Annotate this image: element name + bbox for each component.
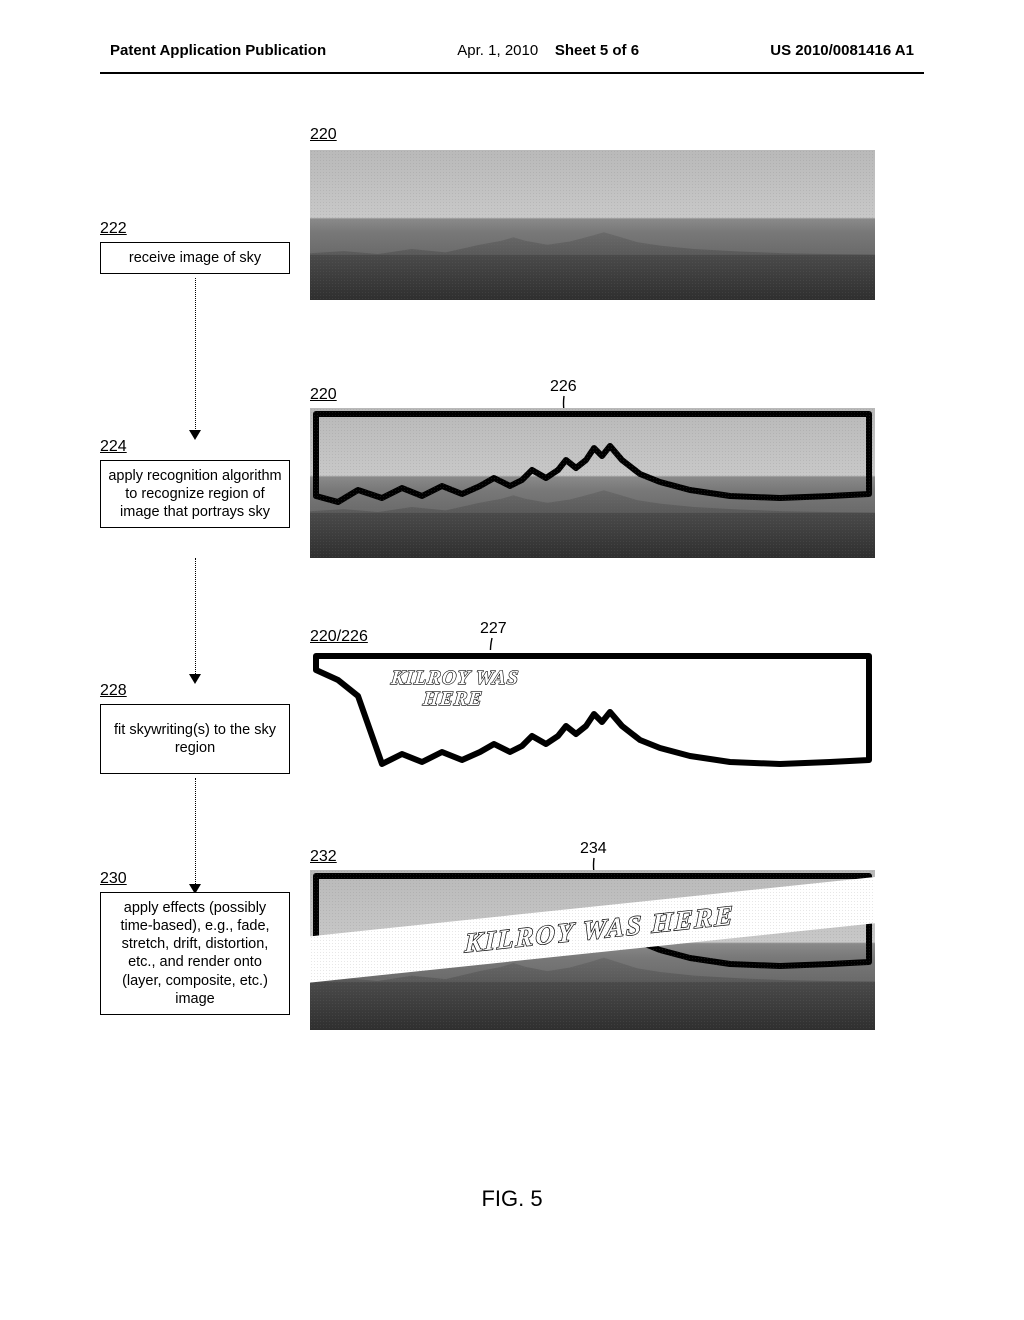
ref-226: 226 — [550, 378, 577, 395]
figure-caption: FIG. 5 — [100, 1186, 924, 1212]
step-230-box: apply effects (possibly time-based), e.g… — [100, 892, 290, 1015]
header-rule — [100, 72, 924, 74]
ref-234: 234 — [580, 840, 607, 857]
ref-227: 227 — [480, 620, 507, 637]
image-220-with-outline — [310, 408, 875, 558]
image-232: KILROY WAS HERE — [310, 870, 875, 1030]
skywriting-text-small: KILROY WAS HERE — [388, 668, 520, 710]
ref-220-226: 220/226 — [310, 628, 368, 646]
skywriting-banner-text: KILROY WAS HERE — [465, 899, 736, 959]
sky-region-box-227: KILROY WAS HERE — [310, 650, 875, 790]
figure-5: 222 receive image of sky 220 224 apply r… — [100, 150, 924, 1220]
ref-224: 224 — [100, 438, 290, 456]
image-220 — [310, 150, 875, 300]
ref-232: 232 — [310, 848, 337, 866]
step-228-box: fit skywriting(s) to the sky region — [100, 704, 290, 774]
callout-227: 227 — [480, 620, 507, 638]
ref-230: 230 — [100, 870, 290, 888]
ref-220-top: 220 — [310, 126, 337, 144]
header-right: US 2010/0081416 A1 — [770, 42, 914, 59]
ref-222: 222 — [100, 220, 290, 238]
cityscape-foreground-4 — [310, 982, 875, 1030]
header-date: Apr. 1, 2010 — [457, 42, 538, 59]
step-224-box: apply recognition algorithm to recognize… — [100, 460, 290, 528]
header-left: Patent Application Publication — [110, 42, 326, 59]
header-center: Apr. 1, 2010 Sheet 5 of 6 — [457, 42, 639, 59]
ref-228: 228 — [100, 682, 290, 700]
cityscape-foreground — [310, 255, 875, 300]
page-header: Patent Application Publication Apr. 1, 2… — [0, 42, 1024, 59]
skywriting-line1: KILROY WAS — [390, 668, 520, 689]
skywriting-line2: HERE — [388, 689, 518, 710]
callout-226: 226 — [550, 378, 577, 396]
header-sheet: Sheet 5 of 6 — [555, 42, 639, 59]
step-222-box: receive image of sky — [100, 242, 290, 274]
ref-220-mid: 220 — [310, 386, 337, 404]
callout-234: 234 — [580, 840, 607, 858]
cityscape-foreground-2 — [310, 513, 875, 558]
